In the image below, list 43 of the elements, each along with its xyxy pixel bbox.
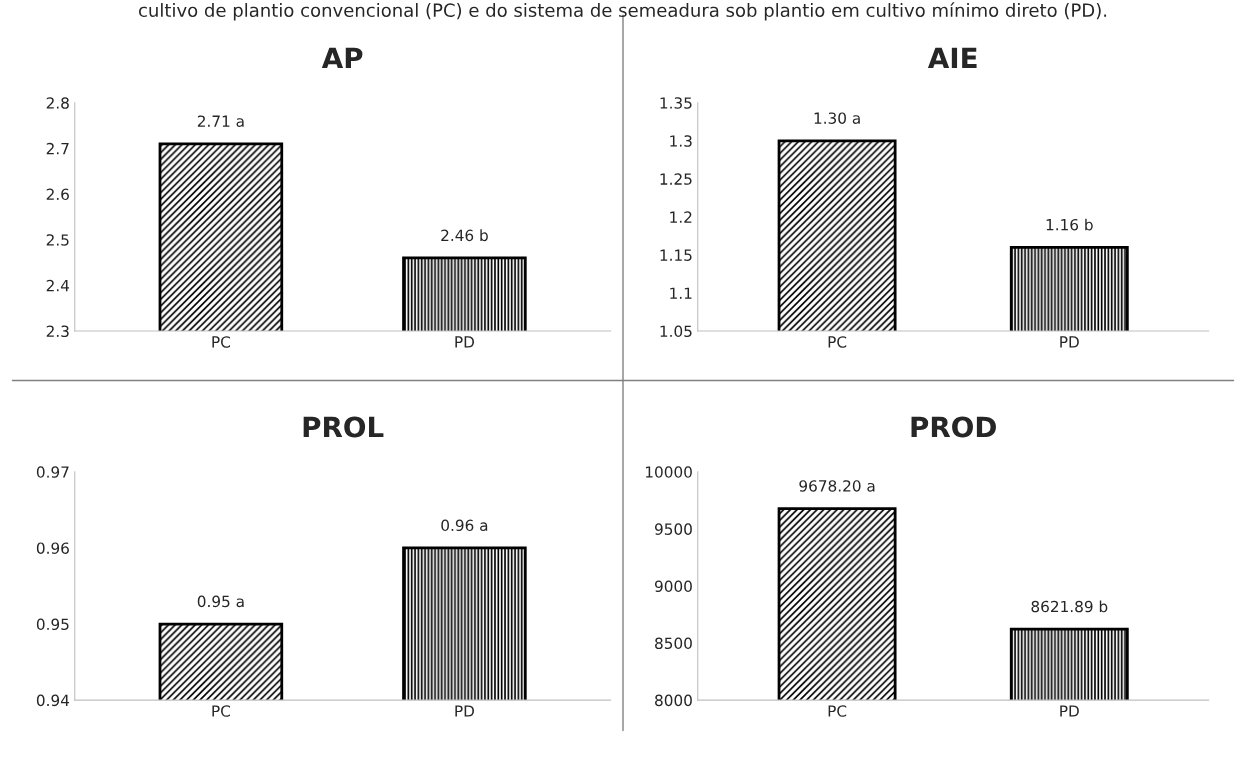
data-label: 1.30 a: [814, 112, 860, 124]
chart-title: AP: [321, 47, 363, 69]
x-tick-label: PD: [1060, 705, 1079, 717]
data-label: 0.95 a: [197, 595, 244, 608]
x-tick-label: PC: [212, 705, 230, 717]
x-tick-label: PD: [1060, 336, 1079, 348]
y-tick-label: 0.95: [36, 618, 69, 631]
x-tick-label: PD: [455, 336, 474, 348]
y-tick-label: 2.7: [46, 142, 69, 155]
chart-title: PROD: [911, 416, 996, 438]
y-tick-label: 8500: [655, 637, 692, 650]
x-tick-label: PC: [828, 705, 847, 717]
data-label: 8621.89 b: [1031, 600, 1108, 613]
y-tick-label: 2.6: [46, 188, 69, 201]
y-tick-label: 2.3: [46, 325, 69, 338]
y-tick-label: 2.5: [46, 234, 69, 246]
data-label: 2.71 a: [197, 115, 244, 127]
x-tick-label: PC: [212, 336, 230, 348]
y-tick-label: 2.8: [46, 97, 69, 109]
y-tick-label: 2.4: [46, 279, 70, 292]
x-tick-label: PC: [828, 336, 847, 348]
y-tick-label: 10000: [645, 466, 692, 478]
data-label: 1.16 b: [1046, 218, 1093, 231]
y-tick-label: 1.3: [670, 135, 692, 147]
y-tick-label: 9500: [654, 523, 692, 535]
x-tick-label: PD: [455, 705, 474, 717]
y-tick-label: 9000: [654, 580, 692, 592]
data-label: 0.96 a: [441, 519, 488, 532]
y-tick-label: 1.35: [660, 97, 692, 109]
y-tick-label: 1.2: [670, 211, 692, 223]
data-label: 9678.20 a: [799, 480, 875, 492]
y-tick-label: 1.05: [660, 325, 692, 338]
y-tick-label: 1.1: [670, 287, 692, 299]
data-label: 2.46 b: [441, 229, 488, 242]
y-tick-label: 8000: [655, 694, 692, 707]
y-tick-label: 1.25: [660, 173, 692, 185]
text: cultivo de plantio convencional (PC) e do sistema de semeadura sob plantio em cultivo mínimo direto (PD).: [138, 2, 1107, 21]
y-tick-label: 0.94: [36, 694, 70, 707]
y-tick-label: 0.96: [36, 542, 69, 554]
chart-title: PROL: [303, 416, 384, 438]
y-tick-label: 0.97: [36, 466, 69, 478]
chart-title: AIE: [927, 47, 977, 69]
y-tick-label: 1.15: [660, 249, 692, 261]
